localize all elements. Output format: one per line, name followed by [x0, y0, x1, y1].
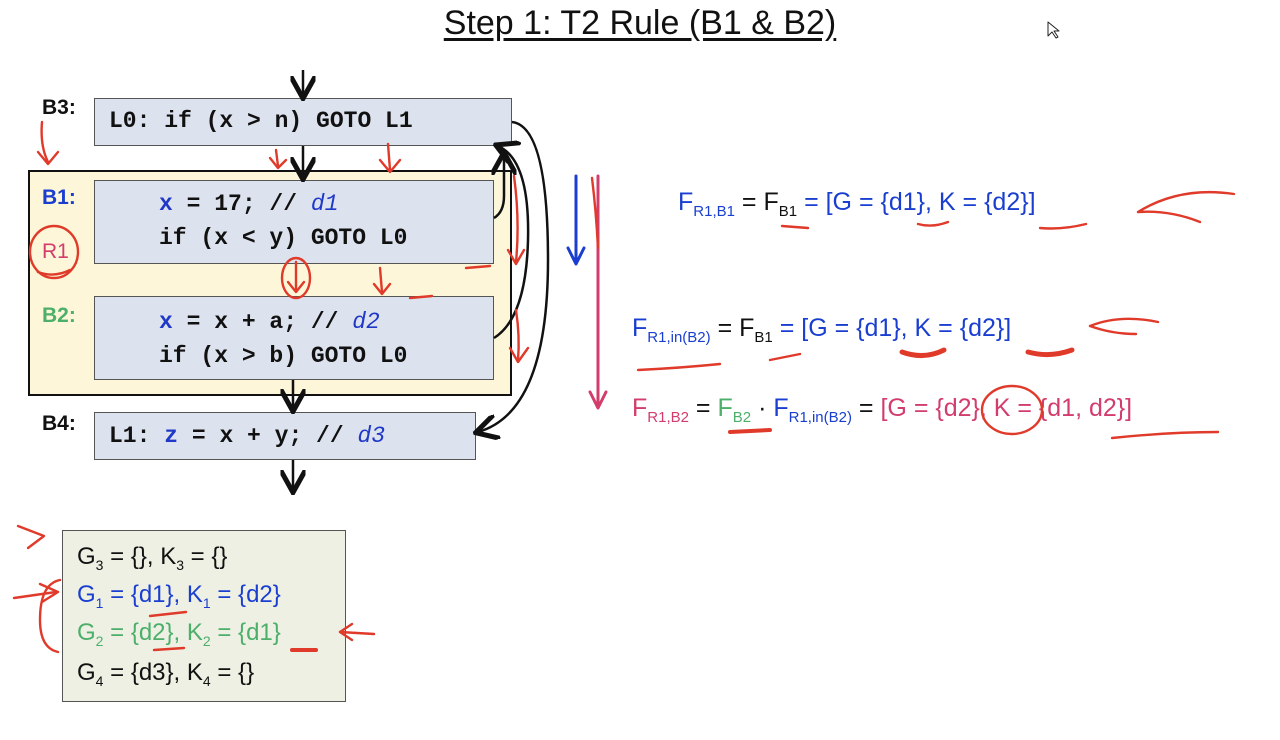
r1-underline-mark — [36, 268, 72, 276]
equation-f-r1-b2: FR1,B2 = FB2 · FR1,in(B2) = [G = {d2}, K… — [632, 394, 1133, 426]
gen-kill-box: G3 = {}, K3 = {} G1 = {d1}, K1 = {d2} G2… — [62, 530, 346, 702]
d2-circle-mark — [980, 384, 1044, 436]
gk-arrow-top — [16, 524, 46, 550]
b2-line2: if (x > b) GOTO L0 — [159, 343, 408, 369]
eq1-pointer-mark — [1136, 190, 1236, 224]
label-b3: B3: — [42, 96, 76, 119]
gen-kill-b1: G1 = {d1}, K1 = {d2} — [77, 581, 281, 611]
b1-back-edge — [494, 155, 504, 220]
block-b2: x = x + a; // d2 if (x > b) GOTO L0 — [94, 296, 494, 380]
blue-down-arrow — [566, 174, 586, 266]
gk-bracket-mark — [38, 578, 62, 654]
b1-line1: x = 17; // d1 — [159, 191, 339, 217]
pink-down-arrow — [588, 174, 608, 410]
b1-b2-circle-mark — [280, 256, 312, 300]
b2-line1: x = x + a; // d2 — [159, 309, 380, 335]
gen-kill-b4: G4 = {d3}, K4 = {} — [77, 659, 255, 689]
equation-f-r1-in-b2: FR1,in(B2) = FB1 = [G = {d1}, K = {d2}] — [632, 314, 1012, 346]
r1-circle-mark — [28, 224, 80, 280]
b3-to-b4-edge — [478, 120, 550, 432]
label-r1: R1 — [42, 240, 69, 263]
block-b1: x = 17; // d1 if (x < y) GOTO L0 — [94, 180, 494, 264]
equation-f-r1-b1: FR1,B1 = FB1 = [G = {d1}, K = {d2}] — [678, 188, 1036, 220]
label-b4: B4: — [42, 412, 76, 435]
b3-ink-arrow — [40, 120, 50, 164]
cursor-icon — [1047, 21, 1060, 39]
eq2-pointer-mark — [1088, 317, 1160, 336]
block-b4: L1: z = x + y; // d3 — [94, 412, 476, 460]
gen-kill-b3: G3 = {}, K3 = {} — [77, 543, 228, 573]
b4-code: L1: z = x + y; // d3 — [109, 423, 386, 449]
label-b1: B1: — [42, 186, 76, 209]
gen-kill-b2: G2 = {d2}, K2 = {d1} — [77, 619, 281, 649]
block-b3: L0: if (x > n) GOTO L1 — [94, 98, 512, 146]
b3-code: L0: if (x > n) GOTO L1 — [109, 108, 413, 134]
b1-line2: if (x < y) GOTO L0 — [159, 225, 408, 251]
slide-title: Step 1: T2 Rule (B1 & B2) — [443, 4, 837, 42]
fb1-underline-mark — [780, 224, 810, 230]
b2-back-edge — [494, 146, 530, 340]
label-b2: B2: — [42, 304, 76, 327]
